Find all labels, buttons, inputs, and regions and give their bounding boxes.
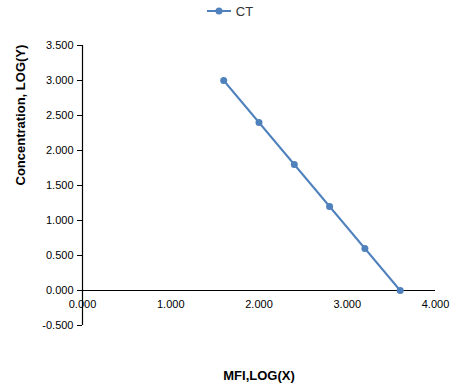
svg-text:1.000: 1.000: [46, 214, 74, 226]
svg-text:2.500: 2.500: [46, 109, 74, 121]
svg-text:3.000: 3.000: [46, 74, 74, 86]
svg-text:-0.500: -0.500: [42, 319, 73, 331]
svg-text:MFI,LOG(X): MFI,LOG(X): [223, 368, 295, 383]
svg-text:4.000: 4.000: [422, 298, 450, 310]
svg-text:2.000: 2.000: [245, 298, 273, 310]
svg-text:Concentration, LOG(Y): Concentration, LOG(Y): [13, 45, 28, 186]
html-text:CT: CT: [235, 3, 254, 19]
svg-text:1.000: 1.000: [157, 298, 185, 310]
svg-text:0.500: 0.500: [46, 249, 74, 261]
svg-text:2.000: 2.000: [46, 144, 74, 156]
svg-text:1.500: 1.500: [46, 179, 74, 191]
svg-text:3.000: 3.000: [333, 298, 361, 310]
svg-text:0.000: 0.000: [69, 298, 97, 310]
svg-text:0.000: 0.000: [46, 284, 74, 296]
svg-text:3.500: 3.500: [46, 39, 74, 51]
